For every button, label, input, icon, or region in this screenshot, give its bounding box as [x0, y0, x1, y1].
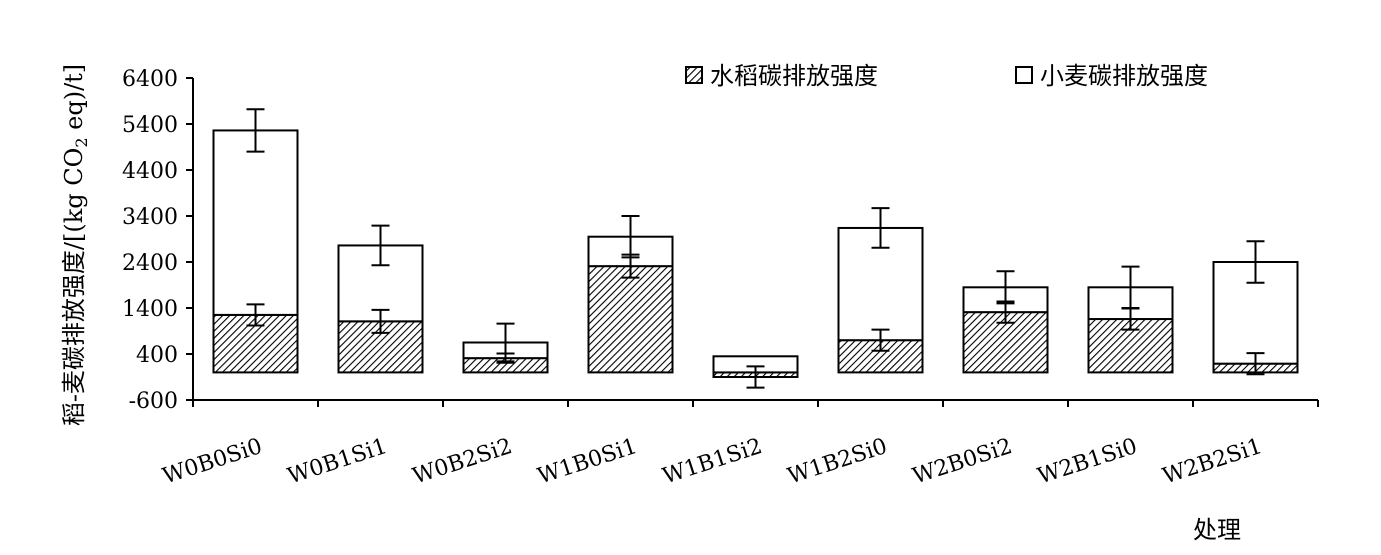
x-ticks: W0B0Si0 W0B1Si1 W0B2Si2 W1B0Si1 W1B1Si2 W1B2S…: [160, 400, 1319, 490]
legend-swatch-wheat: [1015, 66, 1033, 84]
bar-rice: [587, 265, 674, 374]
y-tick-label: 5400: [122, 113, 178, 138]
error-bar-wheat: [996, 270, 1015, 305]
y-tick-label: 2400: [122, 251, 178, 276]
error-bar-rice: [1246, 352, 1265, 376]
bar-rice: [962, 311, 1049, 374]
error-bar-wheat: [246, 108, 265, 153]
y-tick-label: 4400: [122, 159, 178, 184]
svg-text:稻-麦碳排放强度/[(kg CO2 eq)/t]: 稻-麦碳排放强度/[(kg CO2 eq)/t]: [60, 64, 91, 426]
y-axis-label-tail: eq)/t]: [60, 64, 88, 138]
error-bar-rice: [371, 308, 390, 334]
x-tick-label: W0B2Si2: [410, 434, 516, 490]
x-axis-label: 处理: [1193, 516, 1241, 544]
error-bar-wheat: [1121, 265, 1140, 309]
y-ticks: -600 400 1400 2400 3400 4400 5400 6400: [122, 67, 193, 414]
x-tick-label: W0B1Si1: [285, 434, 391, 490]
legend-item-rice: 水稻碳排放强度: [685, 62, 878, 90]
legend: 水稻碳排放强度 小麦碳排放强度: [685, 62, 1208, 90]
x-tick-label: W0B0Si0: [160, 434, 266, 490]
x-tick-label: W2B0Si2: [910, 434, 1016, 490]
y-tick-label: -600: [129, 389, 178, 414]
bar-wheat: [212, 129, 299, 316]
error-bars: [246, 108, 1265, 389]
y-axis-label: 稻-麦碳排放强度/[(kg CO2 eq)/t]: [60, 64, 91, 426]
legend-label-wheat: 小麦碳排放强度: [1040, 62, 1208, 90]
y-tick-label: 400: [136, 343, 178, 368]
legend-item-wheat: 小麦碳排放强度: [1015, 62, 1208, 90]
error-bar-wheat: [871, 207, 890, 249]
error-bar-rice: [871, 328, 890, 352]
x-tick-label: W2B1Si0: [1035, 434, 1141, 490]
error-bar-rice: [246, 303, 265, 327]
y-axis-label-subscript: 2: [72, 137, 91, 147]
x-tick-label: W1B1Si2: [660, 434, 766, 490]
error-bar-wheat: [496, 322, 515, 363]
y-tick-label: 3400: [122, 205, 178, 230]
x-tick-label: W1B2Si0: [785, 434, 891, 490]
error-bar-wheat: [371, 224, 390, 267]
error-bar-rice: [746, 365, 765, 389]
x-tick-label: W1B0Si1: [535, 434, 641, 490]
x-tick-label: W2B2Si1: [1160, 434, 1266, 490]
legend-label-rice: 水稻碳排放强度: [710, 62, 878, 90]
error-bar-wheat: [621, 215, 640, 259]
legend-swatch-rice: [685, 66, 703, 84]
bars: [212, 129, 1299, 378]
y-tick-label: 1400: [122, 297, 178, 322]
error-bar-wheat: [1246, 240, 1265, 284]
y-tick-label: 6400: [122, 67, 178, 92]
y-axis-label-main: 稻-麦碳排放强度/[(kg CO: [60, 148, 88, 427]
